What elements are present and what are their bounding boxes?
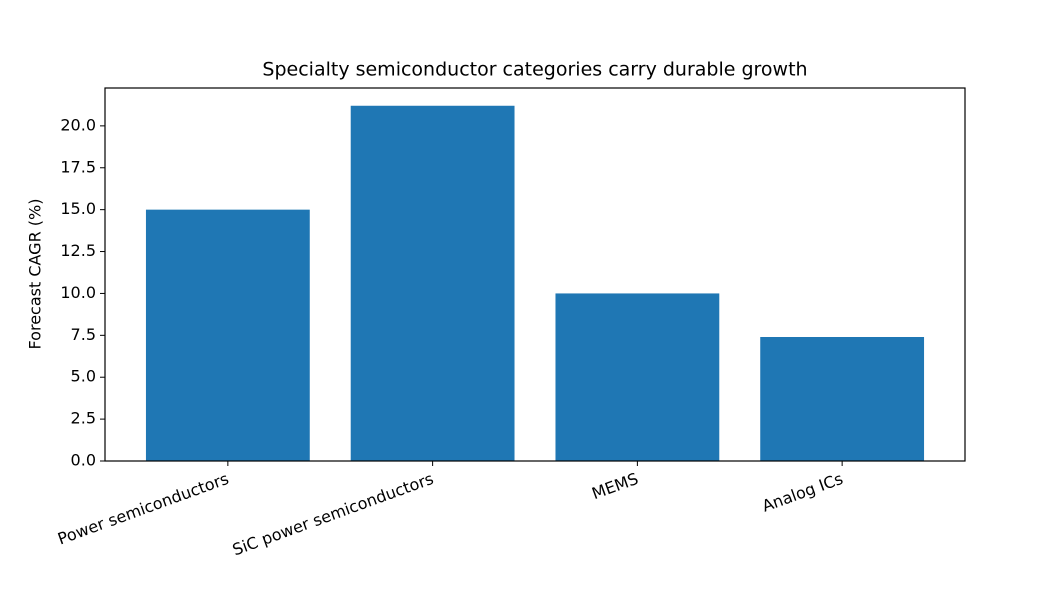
bar [350, 105, 515, 461]
x-tick-label: SiC power semiconductors [230, 469, 436, 560]
bar [760, 337, 925, 461]
x-tick-label: Power semiconductors [55, 469, 231, 549]
y-tick-label: 17.5 [60, 157, 96, 176]
y-tick-label: 7.5 [71, 325, 96, 344]
bar [145, 209, 310, 461]
y-tick-label: 10.0 [60, 283, 96, 302]
y-tick-label: 2.5 [71, 409, 96, 428]
x-tick-label: Analog ICs [760, 469, 846, 516]
x-tick-label: MEMS [589, 469, 640, 503]
plot-frame [104, 87, 966, 462]
y-tick-label: 15.0 [60, 199, 96, 218]
chart-title: Specialty semiconductor categories carry… [262, 59, 807, 81]
y-tick-label: 5.0 [71, 367, 96, 386]
y-tick-label: 20.0 [60, 115, 96, 134]
y-tick-label: 12.5 [60, 241, 96, 260]
bar [555, 293, 720, 461]
y-axis-label: Forecast CAGR (%) [26, 199, 45, 350]
y-tick-label: 0.0 [71, 451, 96, 470]
